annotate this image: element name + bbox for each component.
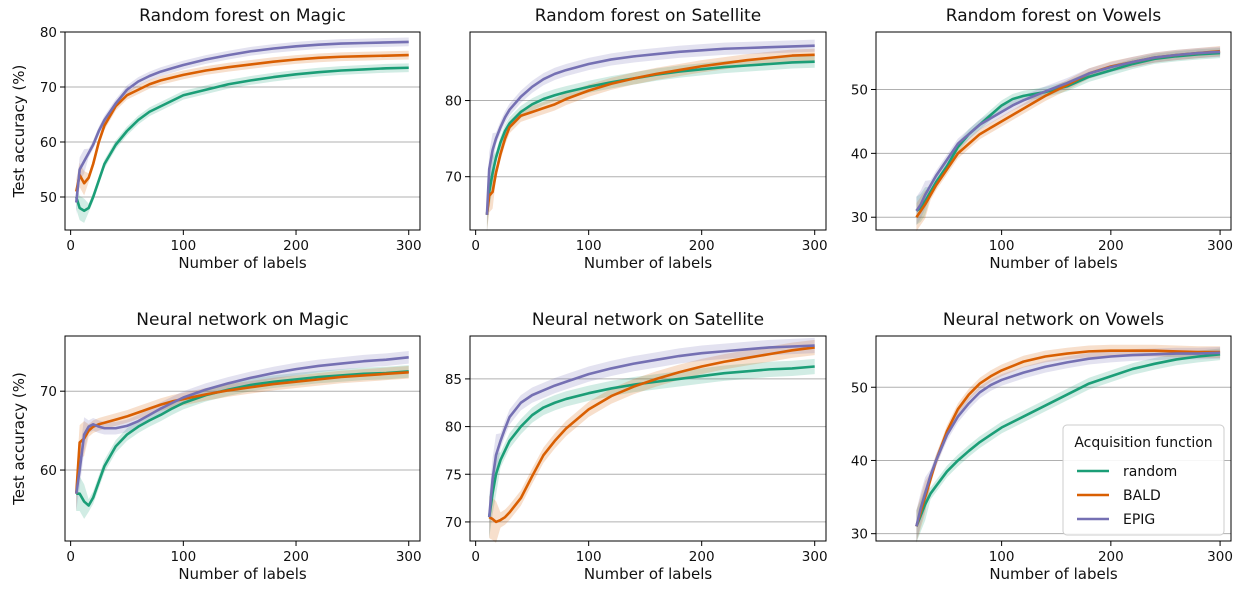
confidence-band-bald (76, 365, 409, 512)
x-tick-label: 200 (1098, 238, 1124, 254)
x-axis-label: Number of labels (178, 565, 307, 583)
confidence-band-random (489, 358, 815, 539)
series-line-epig (487, 344, 815, 518)
series-line-random (915, 51, 1221, 212)
x-axis-label: Number of labels (584, 565, 713, 583)
series-line-bald (915, 49, 1221, 218)
y-tick-label: 85 (445, 372, 462, 388)
axes-frame (469, 31, 827, 231)
legend-title: Acquisition function (1074, 435, 1212, 451)
y-tick-label: 30 (851, 527, 868, 543)
y-tick-label: 60 (40, 463, 57, 479)
y-tick-label: 80 (445, 420, 462, 436)
legend-label-epig: EPIG (1123, 512, 1155, 528)
x-tick-label: 100 (170, 549, 196, 565)
chart-title: Random forest on Magic (139, 6, 346, 26)
x-tick-label: 300 (396, 549, 422, 565)
y-tick-label: 70 (445, 170, 462, 186)
x-tick-label: 100 (170, 238, 196, 254)
series-line-epig (915, 50, 1221, 212)
series-line-bald (488, 346, 815, 524)
series-line-random (75, 66, 409, 213)
axes-frame (469, 335, 827, 542)
x-axis-label: Number of labels (584, 254, 713, 272)
chart-title: Random forest on Vowels (946, 6, 1162, 26)
y-tick-label: 60 (40, 135, 57, 151)
legend-label-random: random (1123, 464, 1177, 480)
series-line-bald (74, 53, 409, 192)
series-line-random (76, 370, 409, 507)
y-axis-label: Test accuracy (%) (10, 65, 28, 199)
confidence-band-random (76, 63, 409, 223)
series-line-epig (915, 351, 1221, 527)
series-line-random (487, 365, 815, 518)
x-tick-label: 0 (66, 238, 75, 254)
y-axis-label: Test accuracy (%) (10, 372, 28, 506)
y-tick-label: 70 (40, 384, 57, 400)
chart-title: Neural network on Vowels (943, 310, 1164, 330)
y-tick-label: 70 (445, 515, 462, 531)
y-tick-label: 50 (40, 190, 57, 206)
y-tick-label: 75 (445, 467, 462, 483)
x-tick-label: 200 (1098, 549, 1124, 565)
chart-title: Neural network on Magic (136, 310, 348, 330)
y-tick-label: 30 (851, 210, 868, 226)
series-line-bald (485, 53, 815, 215)
x-tick-label: 200 (689, 549, 715, 565)
confidence-band-epig (916, 46, 1221, 225)
y-tick-label: 50 (851, 82, 868, 98)
legend-label-bald: BALD (1123, 488, 1161, 504)
x-tick-label: 100 (989, 549, 1015, 565)
x-tick-label: 200 (283, 238, 309, 254)
axes-frame (64, 31, 421, 231)
confidence-band-epig (76, 350, 409, 512)
x-tick-label: 300 (396, 238, 422, 254)
x-axis-label: Number of labels (989, 565, 1118, 583)
y-tick-label: 50 (851, 380, 868, 396)
y-tick-label: 40 (851, 453, 868, 469)
y-tick-label: 40 (851, 146, 868, 162)
chart-title: Random forest on Satellite (535, 6, 761, 26)
x-tick-label: 0 (66, 549, 75, 565)
x-axis-label: Number of labels (989, 254, 1118, 272)
y-tick-label: 80 (40, 25, 57, 41)
series-line-epig (485, 44, 815, 215)
x-tick-label: 200 (283, 549, 309, 565)
x-tick-label: 100 (989, 238, 1015, 254)
axes-frame (875, 31, 1232, 231)
x-tick-label: 0 (471, 238, 480, 254)
x-tick-label: 300 (1207, 549, 1233, 565)
legend-box (1062, 424, 1225, 536)
series-line-epig (74, 40, 409, 203)
x-tick-label: 100 (576, 238, 602, 254)
y-tick-label: 80 (445, 94, 462, 110)
chart-title: Neural network on Satellite (532, 310, 764, 330)
confidence-band-bald (486, 48, 815, 232)
series-line-random (915, 353, 1221, 527)
series-line-random (485, 60, 815, 215)
x-tick-label: 100 (576, 549, 602, 565)
x-tick-label: 300 (802, 238, 828, 254)
x-tick-label: 300 (802, 549, 828, 565)
series-line-bald (74, 370, 409, 494)
axes-frame (64, 335, 421, 542)
x-tick-label: 0 (471, 549, 480, 565)
x-tick-label: 200 (689, 238, 715, 254)
axes-frame (875, 335, 1232, 542)
series-line-epig (74, 355, 409, 494)
y-tick-label: 70 (40, 80, 57, 96)
x-tick-label: 300 (1207, 238, 1233, 254)
x-axis-label: Number of labels (178, 254, 307, 272)
